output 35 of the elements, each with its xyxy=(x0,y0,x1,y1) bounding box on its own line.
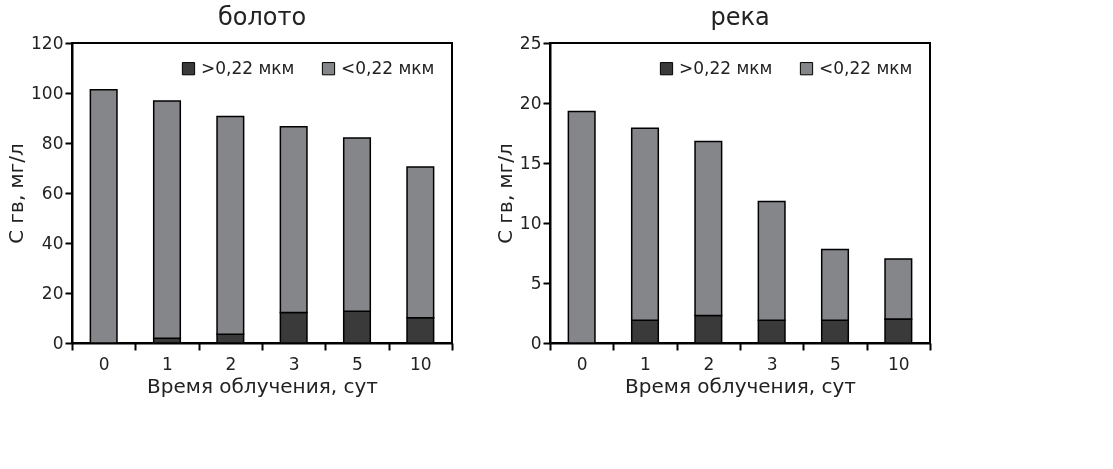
x-tick-label: 2 xyxy=(225,353,237,374)
y-tick-label: 0 xyxy=(530,332,542,353)
chart-title: река xyxy=(710,3,770,31)
y-tick-label: 20 xyxy=(41,282,64,303)
y-tick-label: 15 xyxy=(519,152,542,173)
x-axis-title: Время облучения, сут xyxy=(147,373,379,398)
y-tick-label: 5 xyxy=(530,272,542,293)
chart-title: болото xyxy=(217,3,307,31)
legend-label: >0,22 мкм xyxy=(679,57,773,78)
y-tick-label: 80 xyxy=(41,132,64,153)
x-tick-label: 10 xyxy=(888,353,910,374)
y-tick-label: 0 xyxy=(52,332,64,353)
y-tick-label: 20 xyxy=(519,92,542,113)
x-tick-label: 1 xyxy=(162,353,173,374)
y-tick-label: 40 xyxy=(41,232,64,253)
y-tick-label: 25 xyxy=(519,32,542,53)
y-tick-label: 100 xyxy=(31,82,64,103)
y-tick-label: 60 xyxy=(41,182,64,203)
legend-label: <0,22 мкм xyxy=(341,57,435,78)
y-tick-label: 120 xyxy=(31,32,64,53)
x-tick-label: 2 xyxy=(703,353,715,374)
y-tick-label: 10 xyxy=(519,212,542,233)
legend-label: >0,22 мкм xyxy=(201,57,295,78)
x-tick-label: 1 xyxy=(640,353,651,374)
legend-label: <0,22 мкм xyxy=(819,57,913,78)
x-tick-label: 3 xyxy=(766,353,778,374)
x-tick-label: 0 xyxy=(576,353,588,374)
y-axis-title: С гв, мг/л xyxy=(492,143,517,244)
x-axis-title: Время облучения, сут xyxy=(625,373,857,398)
x-tick-label: 5 xyxy=(830,353,841,374)
x-tick-label: 10 xyxy=(410,353,432,374)
y-axis-title: С гв, мг/л xyxy=(4,143,29,244)
x-tick-label: 5 xyxy=(352,353,363,374)
x-tick-label: 3 xyxy=(288,353,300,374)
x-tick-label: 0 xyxy=(98,353,110,374)
